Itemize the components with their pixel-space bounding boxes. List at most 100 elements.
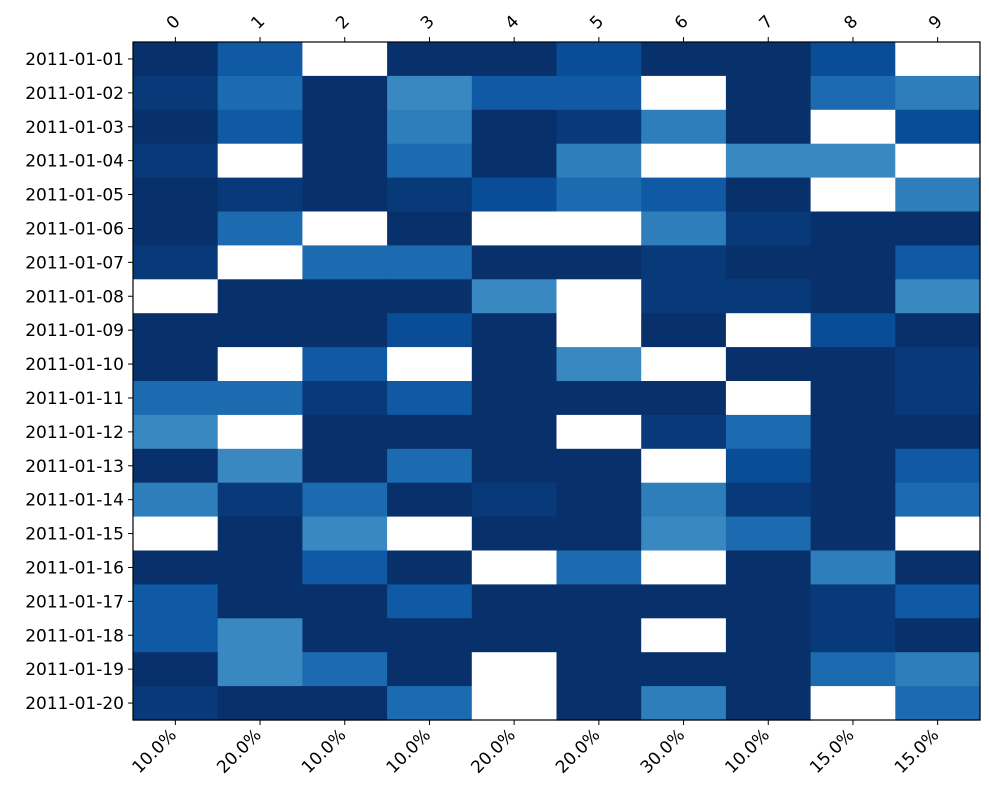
heatmap-cell: [810, 414, 896, 450]
heatmap-cell: [217, 618, 303, 653]
heatmap-cell: [895, 347, 981, 382]
heatmap-cell: [641, 584, 727, 619]
row-tick-label: 2011-01-06: [25, 219, 124, 239]
heatmap-cell: [217, 448, 303, 484]
heatmap-cell: [810, 482, 896, 518]
heatmap-cell: [302, 448, 388, 484]
heatmap-cell: [556, 245, 642, 280]
heatmap-cell: [217, 109, 303, 145]
heatmap-cell: [387, 42, 473, 77]
heatmap-cell: [471, 482, 558, 518]
heatmap-cell: [725, 109, 812, 145]
heatmap-cell: [641, 516, 727, 552]
heatmap-cell: [725, 42, 812, 77]
heatmap-cell: [387, 550, 473, 585]
heatmap-cell: [217, 279, 303, 314]
heatmap-cell: [302, 618, 388, 653]
heatmap-cell: [895, 584, 981, 619]
heatmap-cell: [133, 381, 219, 416]
heatmap-cell: [133, 42, 219, 77]
heatmap-cell: [810, 347, 896, 382]
heatmap-cell: [217, 381, 303, 416]
heatmap-cell: [556, 109, 642, 145]
heatmap-cell: [725, 75, 812, 111]
top-tick-label: 6: [671, 12, 693, 34]
heatmap-cell: [302, 177, 388, 213]
heatmap-cell: [387, 177, 473, 213]
top-tick-label: 3: [417, 12, 439, 34]
heatmap-cell: [471, 652, 558, 687]
heatmap-cell: [895, 75, 981, 111]
heatmap-cell: [133, 109, 219, 145]
heatmap-cell: [217, 313, 303, 348]
heatmap-cell: [302, 143, 388, 179]
heatmap-cell: [387, 584, 473, 619]
row-tick-label: 2011-01-03: [25, 118, 124, 138]
row-tick-label: 2011-01-14: [25, 491, 124, 511]
bottom-tick-label: 20.0%: [467, 725, 519, 777]
heatmap-cell: [217, 347, 303, 382]
heatmap-cell: [895, 482, 981, 518]
bottom-tick-label: 20.0%: [213, 725, 265, 777]
heatmap-cells: [133, 42, 981, 721]
heatmap-cell: [556, 42, 642, 77]
heatmap-cell: [810, 75, 896, 111]
bottom-tick-label: 30.0%: [637, 725, 689, 777]
heatmap-cell: [725, 279, 812, 314]
heatmap-cell: [641, 109, 727, 145]
heatmap-cell: [725, 584, 812, 619]
heatmap-cell: [471, 347, 558, 382]
row-tick-label: 2011-01-16: [25, 558, 124, 578]
plot-frame: [132, 41, 981, 721]
heatmap-cell: [895, 652, 981, 687]
heatmap-cell: [895, 177, 981, 213]
heatmap-cell: [895, 381, 981, 416]
heatmap-cell: [556, 448, 642, 484]
heatmap-cell: [725, 177, 812, 213]
top-tick-label: 9: [925, 12, 947, 34]
heatmap-cell: [133, 618, 219, 653]
heatmap-cell: [387, 448, 473, 484]
heatmap-cell: [387, 381, 473, 416]
heatmap-cell: [895, 516, 981, 552]
heatmap-cell: [133, 143, 219, 179]
heatmap-cell: [556, 313, 642, 348]
heatmap-cell: [556, 143, 642, 179]
heatmap-cell: [641, 482, 727, 518]
heatmap-cell: [387, 109, 473, 145]
heatmap-cell: [810, 686, 896, 721]
row-tick-label: 2011-01-18: [25, 626, 124, 646]
row-tick-label: 2011-01-02: [25, 84, 124, 104]
row-tick-label: 2011-01-08: [25, 287, 124, 307]
row-tick-label: 2011-01-10: [25, 355, 124, 375]
heatmap-cell: [895, 686, 981, 721]
heatmap-cell: [556, 414, 642, 450]
heatmap-cell: [471, 177, 558, 213]
heatmap-cell: [556, 482, 642, 518]
heatmap-cell: [387, 143, 473, 179]
heatmap-cell: [556, 75, 642, 111]
heatmap-cell: [556, 347, 642, 382]
heatmap-cell: [641, 686, 727, 721]
heatmap-cell: [641, 652, 727, 687]
heatmap-cell: [471, 313, 558, 348]
heatmap-cell: [471, 686, 558, 721]
heatmap-cell: [810, 652, 896, 687]
heatmap-cell: [810, 584, 896, 619]
heatmap-cell: [302, 347, 388, 382]
heatmap-cell: [895, 618, 981, 653]
bottom-tick-label: 15.0%: [891, 725, 943, 777]
heatmap-cell: [133, 584, 219, 619]
heatmap-cell: [133, 448, 219, 484]
heatmap-cell: [387, 75, 473, 111]
heatmap-cell: [641, 177, 727, 213]
heatmap-cell: [641, 618, 727, 653]
row-tick-label: 2011-01-05: [25, 186, 124, 206]
heatmap-cell: [641, 313, 727, 348]
heatmap-cell: [471, 550, 558, 585]
heatmap-cell: [810, 618, 896, 653]
heatmap-cell: [302, 245, 388, 280]
row-tick-label: 2011-01-09: [25, 321, 124, 341]
heatmap-cell: [641, 448, 727, 484]
